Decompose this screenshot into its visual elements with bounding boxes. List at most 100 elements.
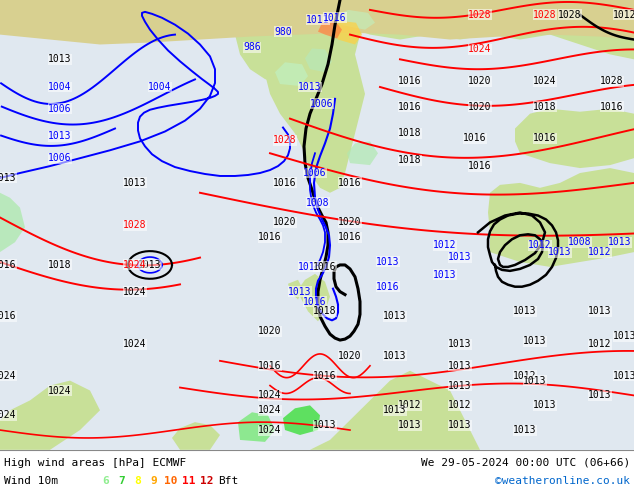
Text: 1016: 1016 xyxy=(600,102,624,112)
Text: 1013: 1013 xyxy=(448,420,472,430)
Text: ©weatheronline.co.uk: ©weatheronline.co.uk xyxy=(495,476,630,486)
Text: 1012: 1012 xyxy=(398,400,422,410)
Text: 1024: 1024 xyxy=(469,45,492,54)
Text: 1028: 1028 xyxy=(273,135,297,146)
Polygon shape xyxy=(335,10,375,30)
Text: 1018: 1018 xyxy=(398,155,422,165)
Text: 1008: 1008 xyxy=(568,237,592,247)
Polygon shape xyxy=(275,62,308,86)
Text: 980: 980 xyxy=(274,26,292,37)
Text: 1024: 1024 xyxy=(533,76,557,86)
Text: 1024: 1024 xyxy=(123,287,146,296)
Text: 1013: 1013 xyxy=(588,306,612,317)
Text: 1013: 1013 xyxy=(298,82,321,92)
Text: 1013: 1013 xyxy=(313,420,337,430)
Text: 1018: 1018 xyxy=(313,306,337,317)
Polygon shape xyxy=(280,0,634,59)
Text: 1028: 1028 xyxy=(533,10,557,20)
Polygon shape xyxy=(332,21,362,45)
Text: 1013: 1013 xyxy=(608,237,631,247)
Text: High wind areas [hPa] ECMWF: High wind areas [hPa] ECMWF xyxy=(4,458,186,468)
Text: 1012: 1012 xyxy=(528,240,552,250)
Text: 1016: 1016 xyxy=(303,296,327,307)
Text: 1016: 1016 xyxy=(533,133,557,144)
Text: 1016: 1016 xyxy=(339,178,362,188)
Text: 1020: 1020 xyxy=(273,218,297,227)
Text: 1013: 1013 xyxy=(0,173,16,183)
Text: 1016: 1016 xyxy=(469,161,492,171)
Text: 1013: 1013 xyxy=(548,247,572,257)
Text: 1013: 1013 xyxy=(448,381,472,391)
Text: 1013: 1013 xyxy=(613,370,634,381)
Text: 1011: 1011 xyxy=(306,15,330,25)
Text: 1008: 1008 xyxy=(306,197,330,208)
Text: 1006: 1006 xyxy=(310,99,333,109)
Text: We 29-05-2024 00:00 UTC (06+66): We 29-05-2024 00:00 UTC (06+66) xyxy=(421,458,630,468)
Text: 1013: 1013 xyxy=(298,262,321,272)
Text: 7: 7 xyxy=(118,476,125,486)
Text: 1016: 1016 xyxy=(339,232,362,242)
Text: 1016: 1016 xyxy=(0,311,16,321)
Text: 1016: 1016 xyxy=(258,232,281,242)
Text: 1013: 1013 xyxy=(383,351,407,361)
Text: 1013: 1013 xyxy=(48,54,72,64)
Text: 1013: 1013 xyxy=(613,331,634,341)
Text: 1012: 1012 xyxy=(448,400,472,410)
Text: 1020: 1020 xyxy=(339,218,362,227)
Text: 1013: 1013 xyxy=(376,257,400,267)
Text: 1016: 1016 xyxy=(376,282,400,292)
Text: 1016: 1016 xyxy=(0,260,16,270)
Text: 1028: 1028 xyxy=(600,76,624,86)
Text: 1013: 1013 xyxy=(433,270,456,280)
Text: 1016: 1016 xyxy=(258,361,281,371)
Text: 1013: 1013 xyxy=(288,287,312,296)
Text: 1024: 1024 xyxy=(0,410,16,420)
Text: Bft: Bft xyxy=(218,476,238,486)
Text: 8: 8 xyxy=(134,476,141,486)
Text: 1013: 1013 xyxy=(48,131,72,142)
Text: 1013: 1013 xyxy=(514,425,537,435)
Text: 1016: 1016 xyxy=(313,262,337,272)
Text: 1013: 1013 xyxy=(514,306,537,317)
Text: 1016: 1016 xyxy=(323,13,347,23)
Text: 1013: 1013 xyxy=(588,391,612,400)
Polygon shape xyxy=(0,381,100,450)
Text: 1028: 1028 xyxy=(469,10,492,20)
Text: 1013: 1013 xyxy=(448,339,472,349)
Text: 1013: 1013 xyxy=(383,405,407,416)
Polygon shape xyxy=(298,274,330,321)
Text: 1024: 1024 xyxy=(258,405,281,416)
Text: 1024: 1024 xyxy=(123,339,146,349)
Text: Wind 10m: Wind 10m xyxy=(4,476,58,486)
Text: 1013: 1013 xyxy=(123,178,146,188)
Text: 6: 6 xyxy=(102,476,109,486)
Text: 1004: 1004 xyxy=(48,82,72,92)
Text: 1012: 1012 xyxy=(588,339,612,349)
Text: 1016: 1016 xyxy=(313,370,337,381)
Polygon shape xyxy=(305,49,332,72)
Polygon shape xyxy=(515,109,634,168)
Polygon shape xyxy=(230,0,310,84)
Text: 11: 11 xyxy=(182,476,195,486)
Text: 1013: 1013 xyxy=(448,361,472,371)
Text: 1024: 1024 xyxy=(48,386,72,395)
Text: 1020: 1020 xyxy=(469,76,492,86)
Text: 1028: 1028 xyxy=(123,220,146,230)
Text: 1020: 1020 xyxy=(469,102,492,112)
Text: 1016: 1016 xyxy=(398,102,422,112)
Text: 12: 12 xyxy=(200,476,214,486)
Polygon shape xyxy=(310,371,480,450)
Text: 1013: 1013 xyxy=(523,336,547,346)
Text: 1013: 1013 xyxy=(523,376,547,386)
Polygon shape xyxy=(288,280,303,299)
Text: 1024: 1024 xyxy=(258,425,281,435)
Polygon shape xyxy=(0,193,25,252)
Polygon shape xyxy=(0,0,634,45)
Text: 1016: 1016 xyxy=(273,178,297,188)
Text: 1028: 1028 xyxy=(559,10,582,20)
Text: 1004: 1004 xyxy=(148,82,172,92)
Text: 1013: 1013 xyxy=(448,252,472,262)
Text: 1012: 1012 xyxy=(613,10,634,20)
Text: 1006: 1006 xyxy=(48,153,72,163)
Text: 10: 10 xyxy=(164,476,178,486)
